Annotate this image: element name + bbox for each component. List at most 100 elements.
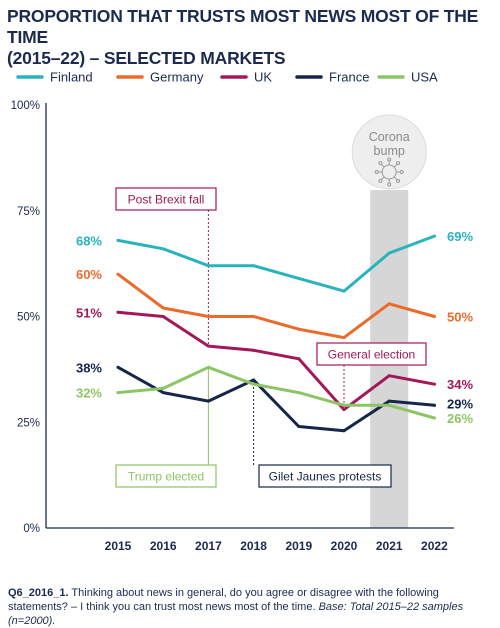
data-point [161, 315, 165, 318]
data-point [252, 348, 256, 352]
x-tick-label: 2019 [285, 539, 312, 553]
virus-spike-tip [378, 161, 383, 166]
highlight-label-line1: Corona [369, 130, 410, 144]
annotation-label: Gilet Jaunes protests [269, 470, 382, 484]
end-value-label: 26% [447, 411, 473, 426]
data-point [387, 403, 391, 407]
virus-spike [393, 163, 398, 168]
highlight-label-line2: bump [374, 144, 405, 158]
question-text: Thinking about news in general, do you a… [8, 587, 439, 613]
legend-label: USA [411, 70, 438, 85]
y-tick-label: 100% [11, 100, 40, 112]
virus-spike [381, 176, 385, 181]
annotation-box [115, 464, 217, 488]
data-point [297, 424, 301, 428]
data-point [252, 264, 256, 268]
data-point [116, 365, 120, 369]
virus-spike-tip [396, 161, 401, 166]
y-tick-label: 25% [17, 417, 40, 429]
end-value-label: 34% [447, 377, 473, 392]
data-point [297, 357, 301, 361]
start-value-label: 51% [76, 305, 102, 320]
x-tick-label: 2022 [421, 539, 448, 553]
base-note: Base: Total 2015–22 samples (n=2000). [8, 601, 464, 627]
data-point [342, 289, 346, 293]
data-point [252, 382, 256, 386]
start-value-label: 32% [76, 386, 102, 401]
legend-label: Finland [50, 70, 93, 85]
data-point [432, 234, 436, 238]
series-line [116, 272, 436, 340]
legend-label: France [329, 70, 369, 85]
data-point [116, 391, 120, 395]
data-point [206, 344, 210, 348]
data-point [116, 310, 120, 314]
virus-spike-tip [396, 178, 401, 183]
end-value-label: 50% [447, 310, 473, 325]
data-point [342, 403, 346, 407]
virus-spike [381, 163, 385, 168]
legend-label: Germany [150, 70, 204, 85]
virus-spike-tip [378, 178, 383, 183]
data-point [297, 391, 301, 395]
data-point [432, 382, 436, 386]
annotation-label: Trump elected [128, 470, 204, 484]
data-point [252, 315, 256, 318]
data-point [342, 336, 346, 340]
data-point [161, 247, 165, 251]
data-point [252, 378, 256, 382]
data-point [297, 327, 301, 331]
question-id: Q6_2016_1. [8, 587, 69, 599]
y-tick-label: 0% [23, 523, 40, 535]
chart-title-line1: PROPORTION THAT TRUSTS MOST NEWS MOST OF… [7, 6, 479, 47]
data-point [432, 416, 436, 420]
virus-spike-tip [399, 170, 404, 174]
annotation-box [258, 464, 392, 488]
data-point [116, 272, 120, 276]
annotation-box [316, 342, 427, 366]
x-tick-label: 2021 [376, 539, 403, 553]
data-point [161, 386, 165, 390]
annotation-label: Post Brexit fall [128, 193, 205, 207]
data-point [387, 399, 391, 403]
series-line [116, 310, 436, 412]
x-tick-label: 2015 [105, 539, 132, 553]
highlight-badge [351, 114, 427, 190]
end-value-label: 69% [447, 229, 473, 244]
virus-spike-tip [387, 157, 392, 162]
annotation-box [115, 187, 217, 211]
y-tick-label: 50% [17, 312, 40, 324]
y-tick-label: 75% [17, 206, 40, 218]
legend-label: UK [254, 70, 272, 85]
end-value-label: 29% [447, 396, 473, 411]
x-tick-label: 2017 [195, 539, 222, 553]
data-point [297, 276, 301, 280]
data-point [387, 251, 391, 255]
data-point [161, 306, 165, 310]
data-point [206, 399, 210, 403]
data-point [387, 374, 391, 378]
data-point [206, 365, 210, 369]
x-tick-label: 2018 [240, 539, 267, 553]
series-line [116, 234, 436, 293]
data-point [342, 408, 346, 412]
data-point [387, 302, 391, 306]
data-point [206, 315, 210, 318]
data-point [161, 391, 165, 395]
data-point [342, 429, 346, 433]
virus-spike-tip [387, 182, 392, 187]
chart-title: PROPORTION THAT TRUSTS MOST NEWS MOST OF… [7, 6, 495, 69]
data-point [432, 315, 436, 318]
start-value-label: 68% [76, 233, 102, 248]
series-line [116, 365, 436, 420]
virus-spike-tip [374, 170, 379, 174]
data-point [432, 403, 436, 407]
chart-caption: Q6_2016_1. Thinking about news in genera… [8, 586, 496, 628]
data-point [206, 264, 210, 268]
data-point [116, 238, 120, 242]
virus-icon [374, 157, 404, 187]
chart-title-line2: (2015–22) – SELECTED MARKETS [7, 48, 286, 68]
x-tick-label: 2020 [331, 539, 358, 553]
start-value-label: 38% [76, 360, 102, 375]
